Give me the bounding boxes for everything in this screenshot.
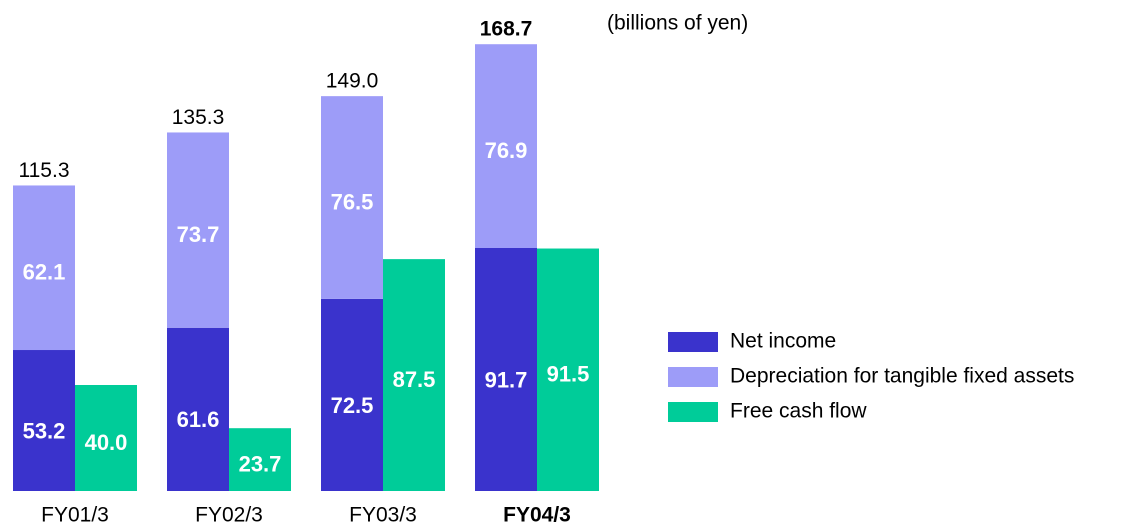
bar-segment bbox=[321, 96, 383, 299]
legend-swatch bbox=[668, 332, 718, 352]
bar-label: 40.0 bbox=[85, 430, 128, 455]
bar bbox=[383, 259, 445, 491]
bar-label: 76.9 bbox=[485, 138, 528, 163]
legend-label: Depreciation for tangible fixed assets bbox=[730, 365, 1074, 388]
bar-label: 76.5 bbox=[331, 189, 374, 214]
x-tick-label: FY01/3 bbox=[41, 504, 109, 527]
legend-label: Net income bbox=[730, 330, 836, 353]
bar-label: 72.5 bbox=[331, 393, 374, 418]
x-tick-label: FY02/3 bbox=[195, 504, 263, 527]
bar-segment bbox=[475, 44, 537, 248]
bar-segment bbox=[321, 298, 383, 491]
bar-segment bbox=[167, 132, 229, 328]
bar bbox=[537, 248, 599, 491]
bar-segment bbox=[13, 185, 75, 351]
total-label: 115.3 bbox=[19, 159, 70, 182]
total-label: 135.3 bbox=[172, 106, 225, 129]
bar-segment bbox=[167, 327, 229, 491]
bar-label: 61.6 bbox=[177, 407, 220, 432]
bar bbox=[229, 428, 291, 491]
bar-label: 87.5 bbox=[393, 367, 436, 392]
x-tick-label: FY04/3 bbox=[503, 504, 571, 527]
bar-segment bbox=[475, 247, 537, 491]
bar-label: 62.1 bbox=[23, 260, 66, 285]
bar-label: 91.7 bbox=[485, 367, 528, 392]
legend-swatch bbox=[668, 367, 718, 387]
bar-label: 73.7 bbox=[177, 222, 220, 247]
bar-label: 91.5 bbox=[547, 362, 590, 387]
unit-note: (billions of yen) bbox=[607, 12, 748, 35]
legend-swatch bbox=[668, 402, 718, 422]
bar-label: 53.2 bbox=[23, 418, 66, 443]
bar bbox=[75, 385, 137, 491]
bar-label: 23.7 bbox=[239, 451, 282, 476]
total-label: 168.7 bbox=[480, 17, 533, 40]
x-tick-label: FY03/3 bbox=[349, 504, 417, 527]
total-label: 149.0 bbox=[326, 70, 379, 93]
bar-segment bbox=[13, 350, 75, 491]
legend-label: Free cash flow bbox=[730, 400, 867, 423]
